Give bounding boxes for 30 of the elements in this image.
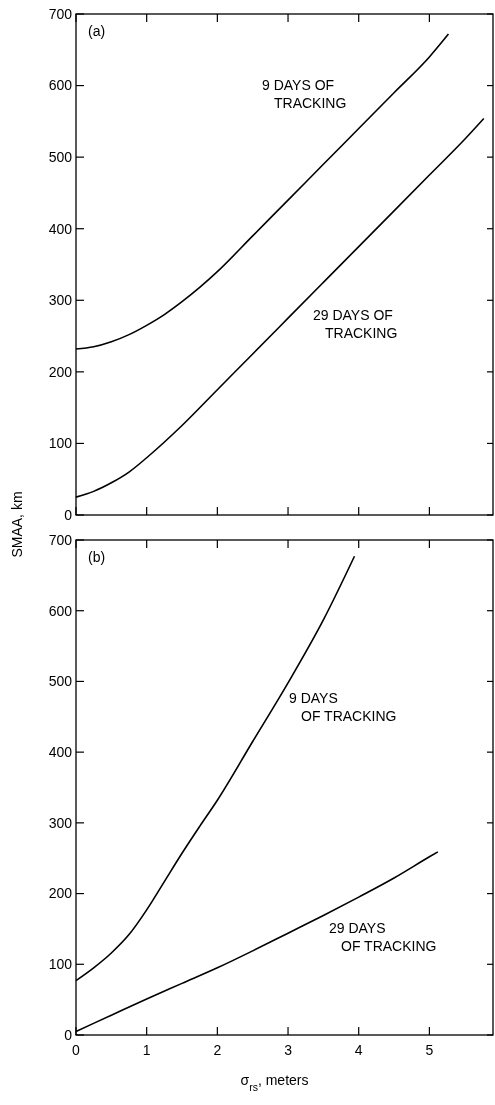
y-tick-label: 300	[48, 292, 73, 309]
y-tick-label: 100	[48, 435, 73, 452]
y-tick-label: 400	[48, 744, 73, 761]
x-tick-label: 2	[213, 1042, 222, 1058]
x-tick-label: 4	[354, 1042, 363, 1058]
y-axis-title: SMAA, km	[9, 491, 25, 558]
y-tick-label: 200	[48, 363, 73, 380]
x-tick-label: 5	[425, 1042, 434, 1058]
x-axis-title: σ$_{rs}$, meters	[240, 1072, 309, 1093]
line-series	[75, 851, 439, 1033]
y-tick-label: 700	[48, 5, 73, 22]
annotation: (a)	[88, 23, 106, 39]
y-tick-label: 500	[48, 673, 73, 690]
y-tick-label: 700	[48, 531, 73, 548]
annotation: 9 DAYS OF TRACKING	[262, 77, 347, 111]
y-tick-label: 0	[64, 1026, 73, 1043]
y-tick-label: 400	[48, 220, 73, 237]
y-tick-label: 300	[48, 814, 73, 831]
annotation: 9 DAYS OF TRACKING	[289, 690, 397, 724]
y-tick-label: 100	[48, 956, 73, 973]
annotation: (b)	[88, 549, 106, 565]
y-tick-label: 600	[48, 77, 73, 94]
y-tick-label: 600	[48, 602, 73, 619]
x-tick-label: 1	[142, 1042, 151, 1058]
annotation: 29 DAYS OF TRACKING	[313, 307, 398, 341]
y-tick-label: 500	[48, 149, 73, 166]
x-tick-label: 3	[284, 1042, 293, 1058]
y-tick-label: 0	[64, 506, 73, 523]
annotation: 29 DAYS OF TRACKING	[329, 920, 437, 954]
y-tick-label: 200	[48, 885, 73, 902]
